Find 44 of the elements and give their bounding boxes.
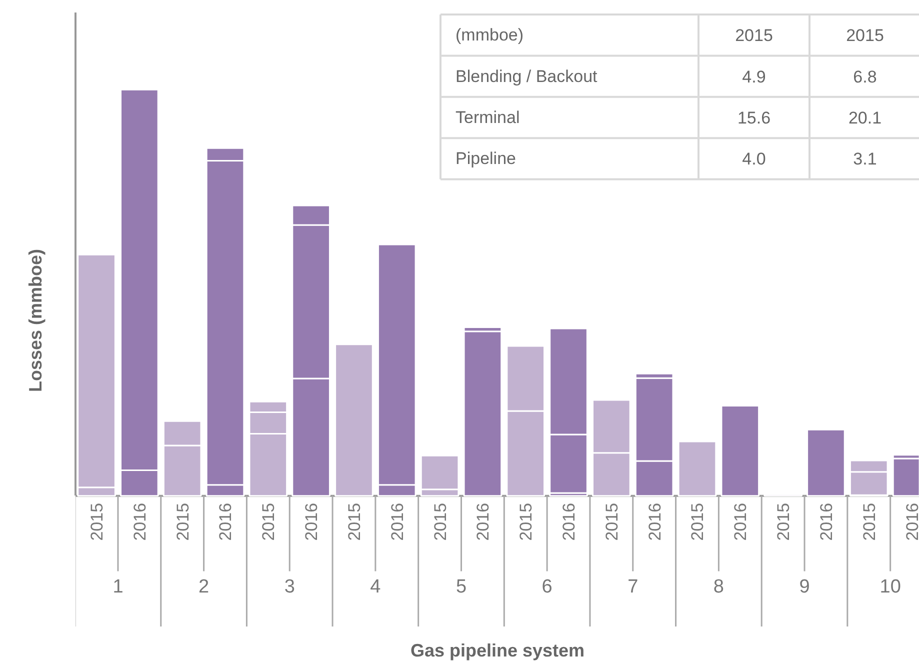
text: 6	[542, 576, 552, 598]
text: 1	[112, 576, 124, 598]
text: 2	[198, 576, 210, 598]
text: 9	[799, 576, 810, 598]
x-tick-label: 2015	[735, 26, 773, 46]
x-tick-label: 2016	[216, 502, 236, 541]
y-axis-title: Losses (mmboe)	[26, 248, 46, 392]
data-label: 4.9	[742, 67, 766, 86]
x-tick-label: 2015	[846, 26, 884, 46]
data-label: 15.6	[737, 108, 771, 128]
text: 10	[880, 576, 901, 598]
y-tick-label: Blending / Backout	[456, 66, 598, 86]
data-label: 20.1	[848, 108, 882, 128]
text: 7	[628, 576, 638, 598]
y-tick-label: Terminal	[456, 108, 520, 128]
x-tick-label: 2015	[774, 502, 794, 541]
text: 8	[713, 576, 724, 598]
x-tick-label: 2015	[173, 502, 192, 541]
x-axis-title: Gas pipeline system	[410, 640, 585, 660]
data-label: 4.0	[742, 150, 766, 169]
x-tick-label: 2016	[731, 502, 750, 541]
x-tick-label: 2015	[430, 502, 450, 541]
text: 3	[284, 576, 295, 598]
data-label: 3.1	[853, 150, 877, 169]
x-tick-label: 2016	[474, 502, 493, 541]
x-tick-label: 2015	[88, 502, 107, 541]
x-tick-label: 2016	[560, 502, 579, 541]
y-tick-label: Pipeline	[456, 149, 516, 168]
text: 5	[456, 576, 467, 598]
x-tick-label: 2015	[602, 502, 622, 541]
x-tick-label: 2016	[902, 502, 919, 541]
data-label: 6.8	[853, 67, 877, 86]
x-tick-label: 2015	[516, 502, 536, 541]
x-tick-label: 2015	[688, 502, 708, 541]
x-tick-label: 2016	[388, 502, 407, 541]
x-tick-label: 2016	[130, 502, 150, 541]
y-axis-title: (mmboe)	[456, 26, 524, 45]
text: 4	[370, 576, 382, 598]
x-tick-label: 2016	[645, 502, 664, 541]
x-tick-label: 2016	[816, 502, 836, 541]
x-tick-label: 2015	[860, 502, 879, 541]
x-tick-label: 2015	[344, 502, 364, 541]
x-tick-label: 2016	[302, 502, 322, 541]
x-tick-label: 2015	[259, 502, 278, 541]
